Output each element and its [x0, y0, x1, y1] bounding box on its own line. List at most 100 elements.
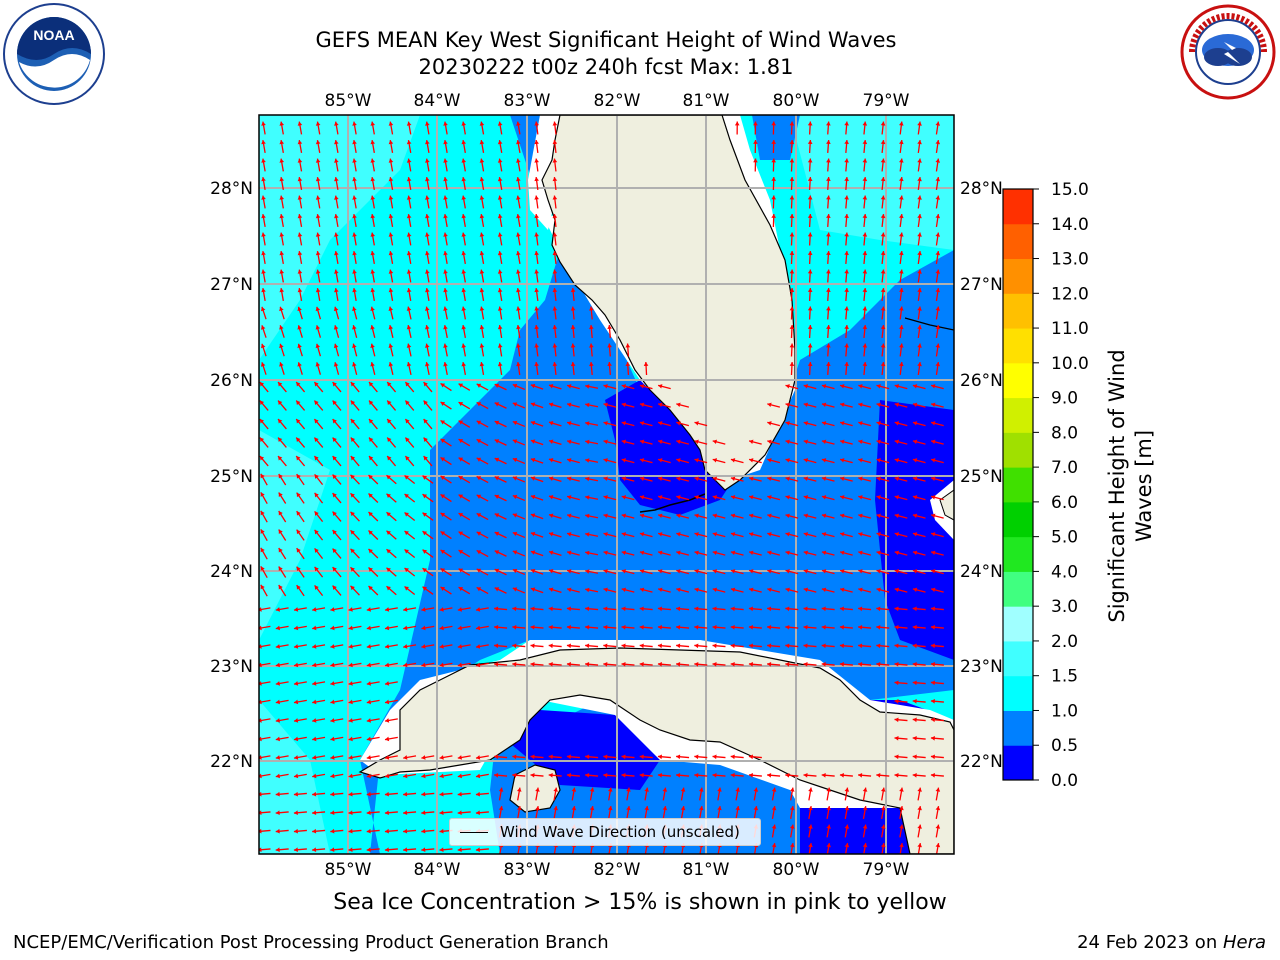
wave-arrowhead: [839, 643, 844, 649]
wave-arrowhead: [567, 513, 572, 519]
colorbar-segment: [1003, 571, 1033, 607]
wave-arrowhead: [403, 662, 408, 668]
wave-arrowhead: [844, 251, 849, 256]
wave-arrowhead: [548, 495, 554, 500]
wave-arrowhead: [443, 214, 448, 219]
wave-arrowhead: [876, 513, 881, 519]
wave-arrowhead: [330, 699, 335, 705]
wave-arrowhead: [753, 787, 759, 792]
wave-arrowhead: [935, 787, 941, 792]
colorbar-tick-label: 8.0: [1051, 423, 1078, 443]
wave-arrowhead: [730, 458, 736, 463]
wave-arrowhead: [785, 458, 790, 463]
wave-arrowhead: [348, 847, 353, 853]
wave-arrowhead: [639, 772, 644, 778]
wave-arrowhead: [530, 643, 535, 649]
wave-arrowhead: [260, 325, 266, 330]
wave-arrowhead: [312, 699, 317, 705]
wave-arrowhead: [498, 806, 504, 811]
wave-arrowhead: [315, 288, 321, 293]
wave-arrowhead: [461, 306, 467, 311]
wave-arrowhead: [403, 773, 408, 779]
wave-arrowhead: [826, 269, 831, 274]
wave-arrowhead: [917, 232, 922, 237]
wave-arrowhead: [443, 140, 448, 145]
wave-arrowhead: [858, 421, 863, 426]
wave-arrowhead: [440, 438, 446, 443]
wave-arrowhead: [749, 458, 754, 463]
wave-arrowhead: [912, 606, 917, 612]
wave-arrowhead: [785, 495, 790, 500]
wave-arrowhead: [844, 787, 850, 792]
wave-arrowhead: [567, 402, 572, 408]
wave-arrowhead: [458, 402, 464, 407]
wave-arrowhead: [461, 269, 467, 274]
wave-arrowhead: [384, 773, 390, 779]
wave-arrowhead: [712, 550, 718, 556]
wave-arrowhead: [403, 644, 408, 649]
wave-arrowhead: [333, 362, 339, 367]
wave-arrowhead: [566, 772, 571, 778]
wave-arrowhead: [425, 251, 430, 256]
wave-arrowhead: [748, 772, 753, 778]
wave-arrowhead: [876, 606, 881, 612]
wave-arrowhead: [567, 421, 572, 426]
wave-arrowhead: [293, 681, 299, 686]
wave-arrowhead: [259, 382, 265, 387]
wave-arrowhead: [405, 419, 410, 424]
wave-arrowhead: [789, 232, 795, 237]
footer-date: 24 Feb 2023 on Hera: [1077, 932, 1266, 953]
wave-arrowhead: [315, 195, 321, 200]
wave-arrowhead: [512, 587, 518, 592]
wave-arrowhead: [388, 158, 394, 163]
wave-arrowhead: [789, 362, 795, 366]
wave-arrowhead: [275, 791, 280, 797]
wave-arrowhead: [512, 643, 517, 649]
wave-arrowhead: [461, 362, 467, 367]
wave-arrowhead: [330, 607, 335, 612]
wave-arrowhead: [753, 121, 758, 126]
wave-arrowhead: [748, 624, 753, 630]
wave-arrowhead: [567, 569, 572, 574]
colorbar-tick-label: 13.0: [1051, 250, 1089, 270]
wave-arrowhead: [789, 806, 795, 811]
wave-arrowhead: [406, 306, 412, 311]
wave-arrowhead: [803, 458, 809, 463]
wave-arrowhead: [552, 177, 558, 182]
wave-arrowhead: [717, 787, 722, 792]
wave-arrowhead: [803, 661, 808, 667]
wave-arrowhead: [494, 661, 499, 667]
wave-arrowhead: [894, 643, 899, 649]
wave-arrowhead: [935, 214, 941, 219]
lat-label-left: 27°N: [210, 275, 253, 295]
wave-arrowhead: [789, 158, 795, 163]
wave-arrowhead: [548, 458, 554, 463]
wave-arrowhead: [260, 510, 265, 516]
wave-arrowhead: [548, 532, 554, 537]
wave-arrowhead: [931, 458, 936, 463]
wave-arrowhead: [785, 643, 790, 649]
wave-arrowhead: [894, 661, 899, 667]
wave-arrowhead: [260, 492, 265, 497]
wave-arrowhead: [422, 494, 428, 499]
wave-arrowhead: [858, 458, 863, 463]
wave-arrowhead: [440, 401, 446, 406]
wave-arrowhead: [366, 699, 371, 705]
wave-arrowhead: [424, 306, 430, 311]
wave-arrowhead: [458, 531, 464, 536]
wave-arrowhead: [457, 810, 462, 816]
wave-arrowhead: [785, 772, 790, 778]
wave-arrowhead: [534, 288, 539, 293]
wave-arrowhead: [876, 587, 881, 593]
lon-label-bottom: 85°W: [325, 860, 372, 880]
wave-arrowhead: [534, 325, 539, 330]
wave-arrowhead: [694, 476, 699, 482]
wave-arrowhead: [862, 325, 868, 330]
wave-arrowhead: [404, 567, 409, 573]
wave-arrowhead: [297, 251, 303, 256]
chart-subtitle: 20230222 t00z 240h fcst Max: 1.81: [418, 55, 794, 79]
wave-arrowhead: [352, 269, 357, 274]
wave-arrowhead: [862, 195, 868, 200]
wave-arrowhead: [403, 607, 408, 612]
wave-arrowhead: [603, 384, 608, 389]
